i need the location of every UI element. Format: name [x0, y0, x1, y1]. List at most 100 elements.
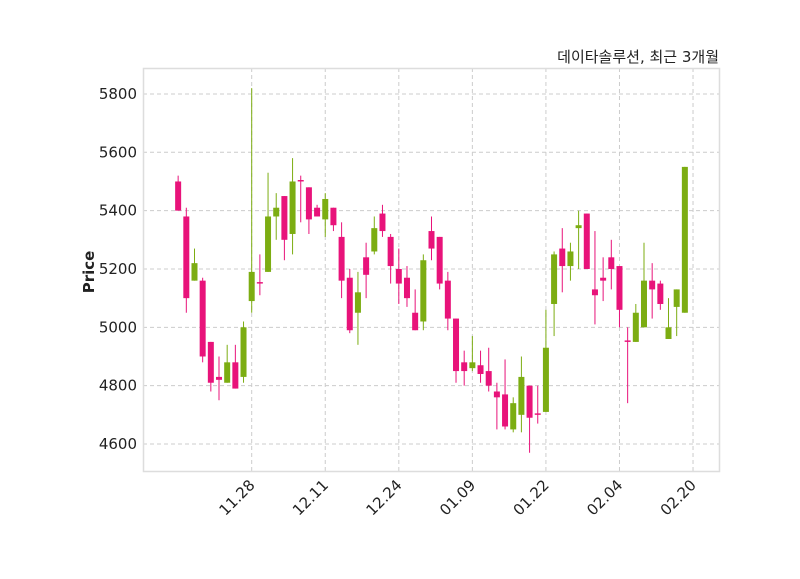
candle-body [681, 166, 688, 313]
candle-body [534, 413, 541, 415]
candle-body [616, 266, 623, 310]
y-tick-label: 4800 [99, 377, 137, 395]
candle-up [681, 166, 688, 313]
candle-body [567, 251, 574, 267]
candle-up [354, 271, 361, 345]
candle-body [387, 236, 394, 267]
candle-down [314, 204, 321, 217]
candle-down [216, 356, 223, 401]
candle-up [673, 289, 680, 337]
candle-down [403, 266, 410, 307]
candle-body [248, 271, 255, 302]
candle-body [591, 289, 598, 296]
candle-down [412, 289, 419, 331]
candle-up [665, 298, 672, 339]
candle-body [265, 216, 272, 272]
candle-down [175, 175, 182, 211]
candle-body [502, 394, 509, 427]
candle-down [232, 344, 239, 389]
candle-body [665, 327, 672, 339]
candle-down [502, 359, 509, 430]
candle-body [436, 236, 443, 284]
candle-body [583, 213, 590, 269]
candle-body [379, 213, 386, 232]
candle-body [297, 180, 304, 182]
candle-up [510, 397, 517, 433]
candle-up [240, 321, 247, 383]
candle-down [649, 263, 656, 319]
candle-body [632, 312, 639, 342]
candle-down [600, 257, 607, 302]
candle-body [354, 292, 361, 313]
candle-body [600, 277, 607, 281]
candle-up [265, 172, 272, 272]
candle-body [428, 231, 435, 249]
candle-up [551, 251, 558, 337]
candle-down [657, 280, 664, 310]
candle-body [518, 376, 525, 415]
candle-body [444, 280, 451, 319]
candle-body [485, 371, 492, 386]
candle-body [199, 280, 206, 357]
candle-body [395, 268, 402, 284]
candle-down [616, 266, 623, 328]
y-axis-label: Price [80, 251, 98, 294]
candle-body [191, 263, 198, 281]
candle-up [248, 88, 255, 313]
candle-up [224, 344, 231, 383]
candle-body [624, 340, 631, 342]
y-axis-ticks: 4600 4800 5000 5200 5400 5600 5800 [99, 85, 137, 453]
candle-up [542, 309, 549, 412]
candle-up [575, 210, 582, 269]
chart-title: 데이타솔루션, 최근 3개월 [557, 48, 719, 66]
x-tick-label: 02.20 [657, 476, 700, 519]
candle-body [526, 385, 533, 418]
plot-frame [142, 67, 721, 473]
candle-down [379, 204, 386, 237]
candle-up [567, 242, 574, 281]
candle-body [305, 187, 312, 220]
candle-up [289, 158, 296, 255]
candle-up [273, 193, 280, 240]
candle-down [346, 268, 353, 334]
candle-body [477, 365, 484, 374]
y-tick-label: 5200 [99, 260, 137, 278]
candle-body [289, 181, 296, 234]
candle-down [256, 254, 263, 296]
candle-body [224, 362, 231, 383]
y-tick-label: 5400 [99, 202, 137, 220]
candle-body [551, 254, 558, 304]
candle-down [583, 213, 590, 269]
x-tick-label: 11.28 [215, 476, 258, 519]
candle-down [526, 385, 533, 453]
candle-down [207, 341, 214, 392]
y-tick-label: 5600 [99, 143, 137, 161]
candle-down [305, 187, 312, 234]
candle-body [314, 207, 321, 217]
candle-body [273, 207, 280, 217]
candle-down [485, 347, 492, 392]
candle-body [453, 318, 460, 372]
candle-body [412, 312, 419, 331]
candle-up [371, 216, 378, 255]
x-axis-ticks: 11.28 12.11 12.24 01.09 01.22 02.04 02.20 [215, 476, 699, 519]
candle-up [518, 356, 525, 433]
x-tick-label: 01.09 [436, 476, 479, 519]
candle-body [371, 228, 378, 252]
candle-down [363, 242, 370, 299]
x-tick-label: 02.04 [583, 476, 626, 519]
candle-body [281, 196, 288, 240]
candle-down [387, 233, 394, 284]
candle-body [216, 376, 223, 380]
x-tick-label: 12.24 [363, 476, 406, 519]
candle-body [403, 277, 410, 299]
candle-down [281, 196, 288, 261]
candle-down [428, 216, 435, 261]
candle-down [297, 175, 304, 223]
candle-body [175, 181, 182, 211]
plot-background [143, 68, 720, 472]
candle-body [469, 362, 476, 369]
candle-body [183, 216, 190, 299]
candle-down [436, 236, 443, 290]
